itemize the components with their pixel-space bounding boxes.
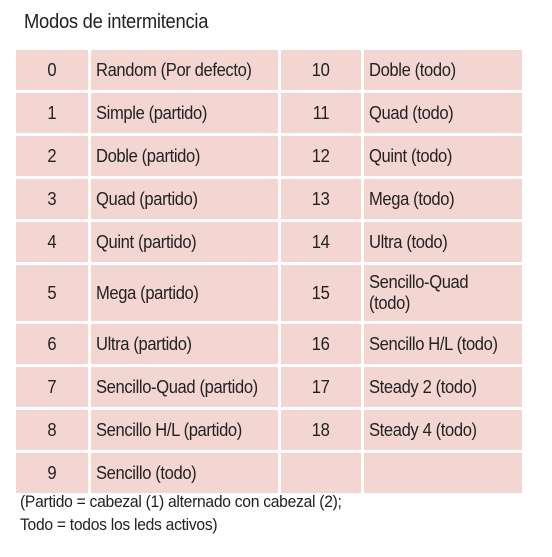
mode-number: 5 [16,265,89,321]
table-row: 1 Simple (partido) 11 Quad (todo) [16,93,522,133]
mode-label: Steady 2 (todo) [363,367,522,407]
mode-number: 0 [16,50,89,90]
mode-label: Simple (partido) [91,93,278,133]
mode-label: Quad (todo) [363,93,522,133]
mode-number: 9 [16,453,89,493]
mode-number: 2 [16,136,89,176]
table-row: 5 Mega (partido) 15 Sencillo-Quad (todo) [16,265,522,321]
mode-label: Ultra (partido) [91,324,278,364]
mode-label: Sencillo-Quad (todo) [363,265,522,321]
mode-label: Sencillo H/L (todo) [363,324,522,364]
mode-number: 11 [280,93,361,133]
modes-table: 0 Random (Por defecto) 10 Doble (todo) 1… [13,47,525,496]
table-row: 8 Sencillo H/L (partido) 18 Steady 4 (to… [16,410,522,450]
mode-number: 7 [16,367,89,407]
mode-label: Sencillo H/L (partido) [91,410,278,450]
mode-label: Doble (todo) [363,50,522,90]
mode-label: Sencillo-Quad (partido) [91,367,278,407]
mode-number: 17 [280,367,361,407]
mode-label: Ultra (todo) [363,222,522,262]
mode-label: Quad (partido) [91,179,278,219]
mode-number: 12 [280,136,361,176]
table-row: 9 Sencillo (todo) [16,453,522,493]
mode-number: 16 [280,324,361,364]
mode-label: Doble (partido) [91,136,278,176]
mode-number: 18 [280,410,361,450]
table-row: 6 Ultra (partido) 16 Sencillo H/L (todo) [16,324,522,364]
mode-label: Quint (partido) [91,222,278,262]
footnote: (Partido = cabezal (1) alternado con cab… [20,490,406,536]
mode-label: Mega (partido) [91,265,278,321]
mode-label: Mega (todo) [363,179,522,219]
footnote-line: (Partido = cabezal (1) alternado con cab… [20,492,342,511]
mode-number: 15 [280,265,361,321]
mode-number: 8 [16,410,89,450]
mode-number: 13 [280,179,361,219]
footnote-line: Todo = todos los leds activos) [20,515,218,534]
empty-cell [363,453,522,493]
table-row: 7 Sencillo-Quad (partido) 17 Steady 2 (t… [16,367,522,407]
mode-number: 3 [16,179,89,219]
page-title: Modos de intermitencia [24,11,209,33]
mode-number: 4 [16,222,89,262]
table-row: 2 Doble (partido) 12 Quint (todo) [16,136,522,176]
mode-number: 14 [280,222,361,262]
mode-number: 1 [16,93,89,133]
mode-label: Quint (todo) [363,136,522,176]
table-row: 4 Quint (partido) 14 Ultra (todo) [16,222,522,262]
table-row: 3 Quad (partido) 13 Mega (todo) [16,179,522,219]
mode-label: Steady 4 (todo) [363,410,522,450]
mode-number: 10 [280,50,361,90]
mode-number: 6 [16,324,89,364]
mode-label: Random (Por defecto) [91,50,278,90]
empty-cell [280,453,361,493]
mode-label: Sencillo (todo) [91,453,278,493]
table-row: 0 Random (Por defecto) 10 Doble (todo) [16,50,522,90]
